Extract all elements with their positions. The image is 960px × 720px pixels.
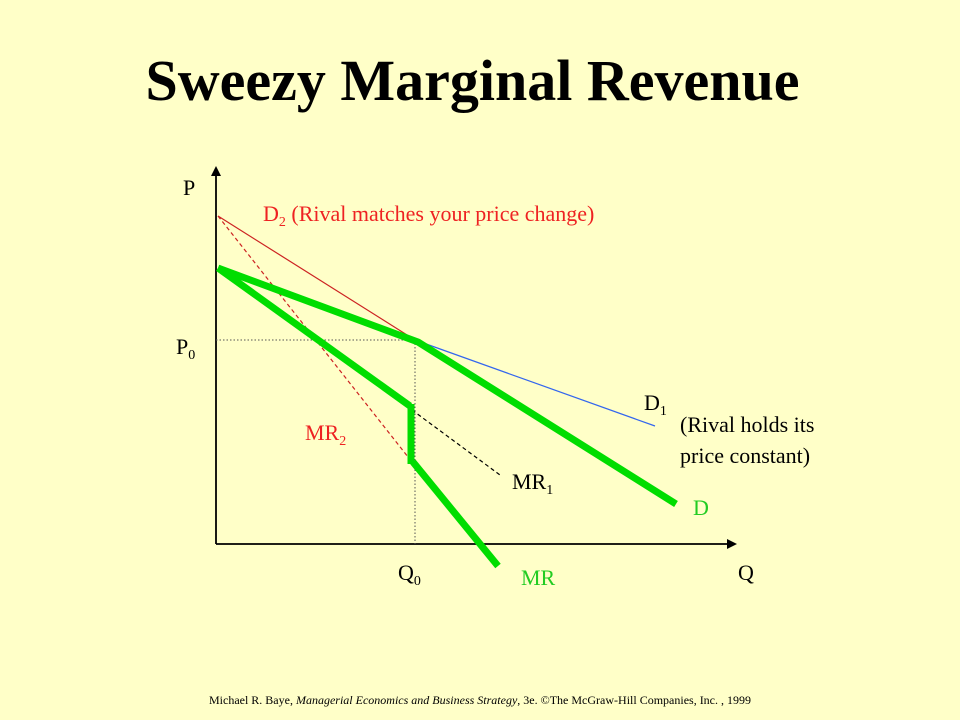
p-axis-label: P (183, 175, 195, 200)
d2-curve (217, 215, 416, 341)
d1-label: D1 (644, 390, 667, 419)
d-label: D (693, 495, 709, 520)
slide-title: Sweezy Marginal Revenue (145, 48, 800, 113)
footer-book: Managerial Economics and Business Strate… (295, 693, 518, 707)
footer-author: Michael R. Baye, (208, 693, 293, 707)
kinked-demand-curve (216, 264, 678, 507)
mr1-curve (411, 409, 501, 476)
footer-citation: Michael R. Baye, Managerial Economics an… (0, 693, 960, 708)
d1-note-line1: (Rival holds its (680, 412, 814, 437)
d2-label: D2 (Rival matches your price change) (263, 201, 594, 230)
mr2-label: MR2 (305, 420, 346, 449)
q-axis-label: Q (738, 560, 754, 585)
mr-upper-segment (215, 265, 413, 409)
mr1-label: MR1 (512, 469, 553, 498)
d1-curve (414, 339, 656, 427)
footer-rest: , 3e. ©The McGraw-Hill Companies, Inc. ,… (517, 693, 752, 707)
p0-label: P0 (176, 334, 195, 363)
mr-label: MR (521, 565, 556, 590)
mr-lower-segment (410, 459, 501, 569)
d1-note-line2: price constant) (680, 443, 810, 468)
q0-label: Q0 (398, 560, 421, 589)
